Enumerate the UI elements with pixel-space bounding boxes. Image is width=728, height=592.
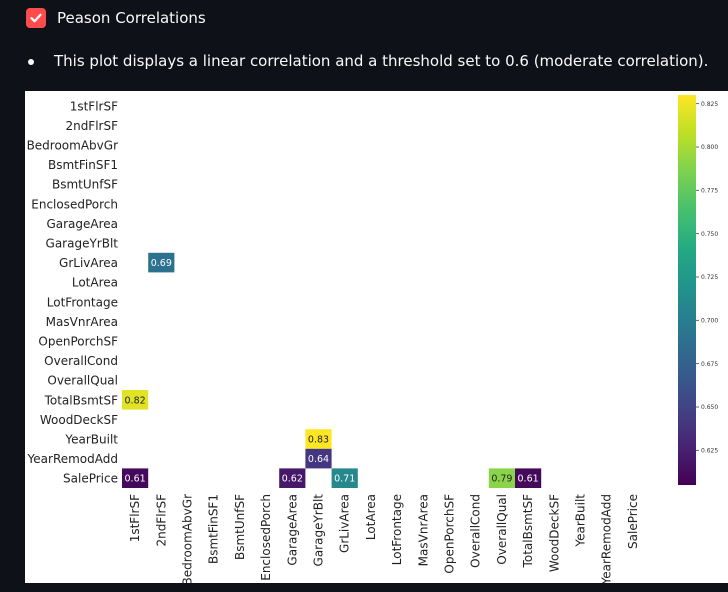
description-list-item: This plot displays a linear correlation … bbox=[28, 52, 708, 70]
row-label: BsmtUnfSF bbox=[52, 178, 118, 192]
heatmap-cell bbox=[331, 468, 358, 488]
column-label: LotFrontage bbox=[390, 494, 404, 565]
row-label: BedroomAbvGr bbox=[27, 139, 119, 153]
cell-value-label: 0.71 bbox=[334, 474, 355, 485]
row-label: YearBuilt bbox=[64, 433, 118, 447]
bullet-icon bbox=[28, 59, 34, 65]
column-label: YearBuilt bbox=[574, 494, 588, 548]
cell-value-label: 0.61 bbox=[518, 474, 539, 485]
row-label: EnclosedPorch bbox=[31, 197, 118, 211]
checkbox-checked-icon[interactable] bbox=[26, 8, 46, 28]
heatmap-cell bbox=[148, 252, 175, 273]
row-label: 2ndFlrSF bbox=[65, 119, 118, 133]
column-label: SalePrice bbox=[626, 494, 640, 549]
row-label: GarageArea bbox=[46, 217, 118, 231]
column-label: BedroomAbvGr bbox=[181, 494, 195, 583]
column-label: OpenPorchSF bbox=[443, 494, 457, 574]
row-label: OverallQual bbox=[47, 374, 118, 388]
colorbar-tick-label: 0.800 bbox=[701, 144, 718, 151]
colorbar-tick-label: 0.675 bbox=[701, 361, 718, 368]
colorbar-tick-label: 0.775 bbox=[701, 188, 718, 195]
column-label: GarageArea bbox=[285, 494, 299, 566]
column-label: TotalBsmtSF bbox=[521, 494, 535, 569]
colorbar-tick-label: 0.725 bbox=[701, 274, 718, 281]
column-label: EnclosedPorch bbox=[259, 494, 273, 581]
cell-value-label: 0.83 bbox=[308, 435, 329, 446]
column-label: LotArea bbox=[364, 494, 378, 540]
column-label: MasVnrArea bbox=[416, 494, 430, 566]
heatmap-cell bbox=[122, 390, 149, 410]
row-label: BsmtFinSF1 bbox=[48, 158, 118, 172]
row-label: OverallCond bbox=[44, 354, 118, 368]
column-label: GarageYrBlt bbox=[312, 494, 326, 567]
colorbar bbox=[678, 95, 696, 485]
colorbar-tick-label: 0.750 bbox=[701, 231, 718, 238]
column-label: OverallCond bbox=[469, 494, 483, 568]
row-label: OpenPorchSF bbox=[38, 335, 118, 349]
cell-value-label: 0.82 bbox=[125, 395, 146, 406]
cell-value-label: 0.69 bbox=[151, 258, 172, 269]
column-label: BsmtUnfSF bbox=[233, 494, 247, 560]
colorbar-tick-label: 0.625 bbox=[701, 448, 718, 455]
cell-value-label: 0.62 bbox=[282, 474, 303, 485]
column-label: 2ndFlrSF bbox=[154, 494, 168, 547]
row-label: TotalBsmtSF bbox=[44, 393, 119, 407]
row-label: GrLivArea bbox=[59, 256, 118, 270]
heatmap-cell bbox=[515, 468, 542, 488]
colorbar-tick-label: 0.700 bbox=[701, 318, 718, 325]
colorbar-tick-label: 0.650 bbox=[701, 404, 718, 411]
cell-value-label: 0.61 bbox=[125, 474, 146, 485]
heatmap-cell bbox=[305, 448, 332, 469]
column-label: WoodDeckSF bbox=[547, 494, 561, 572]
correlation-heatmap: 1stFlrSF 2ndFlrSF BedroomAbvGr BsmtFinSF1 Bs… bbox=[27, 95, 718, 585]
cell-value-label: 0.79 bbox=[491, 474, 512, 485]
description-text: This plot displays a linear correlation … bbox=[54, 52, 709, 70]
row-label: SalePrice bbox=[63, 472, 118, 486]
row-label: LotArea bbox=[72, 276, 118, 290]
row-label: WoodDeckSF bbox=[40, 413, 118, 427]
heatmap-cell bbox=[279, 468, 306, 488]
row-label: LotFrontage bbox=[47, 295, 118, 309]
column-label: GrLivArea bbox=[338, 494, 352, 553]
colorbar-tick-label: 0.825 bbox=[701, 101, 718, 108]
checkbox-label[interactable]: Peason Correlations bbox=[57, 9, 206, 27]
row-label: MasVnrArea bbox=[46, 315, 118, 329]
column-label: OverallQual bbox=[495, 494, 509, 565]
row-label: GarageYrBlt bbox=[46, 237, 119, 251]
row-label: 1stFlrSF bbox=[70, 99, 118, 113]
row-label: YearRemodAdd bbox=[27, 452, 118, 466]
heatmap-cell bbox=[122, 468, 149, 488]
column-label: 1stFlrSF bbox=[128, 494, 142, 542]
correlation-heatmap-figure: 1stFlrSF 2ndFlrSF BedroomAbvGr BsmtFinSF1 Bs… bbox=[25, 91, 728, 585]
correlation-checkbox-row[interactable]: Peason Correlations bbox=[26, 7, 206, 29]
heatmap-cell bbox=[488, 468, 515, 488]
heatmap-cell bbox=[305, 429, 332, 449]
column-label: YearRemodAdd bbox=[600, 494, 614, 583]
cell-value-label: 0.64 bbox=[308, 454, 329, 465]
column-label: BsmtFinSF1 bbox=[207, 494, 221, 564]
